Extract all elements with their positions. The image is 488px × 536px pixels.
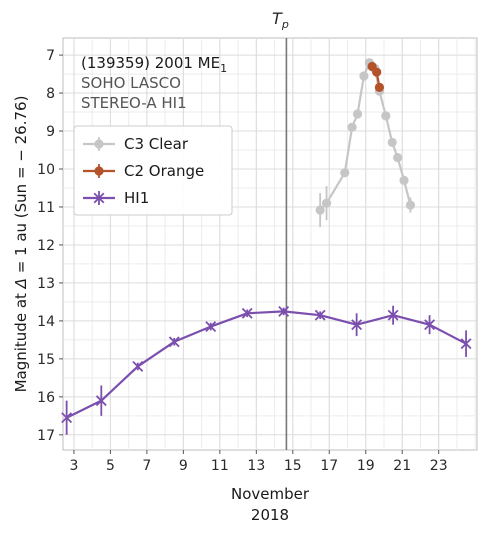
data-point [372, 67, 382, 77]
y-tick-label: 14 [37, 314, 55, 330]
data-point [460, 338, 472, 350]
annotation-object-name: (139359) 2001 ME1 [81, 54, 227, 75]
data-point-stroke [168, 336, 180, 348]
data-point [347, 122, 357, 132]
legend-entry: C3 Clear [83, 135, 189, 153]
y-tick-label: 12 [37, 238, 55, 254]
data-point [359, 71, 369, 81]
y-tick-label: 8 [46, 86, 55, 102]
y-axis-label: Magnitude at Δ = 1 au (Sun = − 26.76) [12, 96, 30, 393]
series-layer [61, 58, 472, 435]
data-point-stroke [424, 319, 436, 331]
data-point [393, 153, 403, 163]
data-point [424, 319, 436, 331]
data-point [132, 361, 144, 372]
data-point [168, 336, 180, 348]
data-point-stroke [205, 321, 217, 333]
y-tick-label: 11 [37, 200, 55, 216]
y-tick-label: 9 [46, 124, 55, 140]
data-point [405, 200, 416, 210]
data-point-stroke [241, 307, 253, 319]
data-point [314, 309, 326, 321]
data-point [321, 198, 332, 208]
legend-entry: C2 Orange [83, 162, 204, 180]
data-point [278, 305, 290, 317]
legend-label: C3 Clear [124, 135, 189, 153]
data-point-stroke [95, 395, 107, 407]
data-point-stroke [278, 305, 290, 317]
data-point [241, 307, 253, 319]
legend-label: HI1 [124, 189, 149, 207]
series-c2-orange [367, 61, 385, 92]
legend-entry: HI1 [83, 189, 149, 207]
grid [63, 38, 477, 450]
perihelion-label: Tp [272, 9, 289, 31]
y-tick-label: 16 [37, 390, 55, 406]
x-tick-label: 13 [247, 458, 265, 474]
data-point [374, 82, 385, 92]
legend-box [73, 125, 233, 216]
legend-label: C2 Orange [124, 162, 204, 180]
x-axis-label: November [231, 485, 310, 503]
data-point-stroke [460, 338, 472, 350]
data-point [340, 168, 350, 178]
perihelion-marker: Tp [272, 9, 289, 450]
data-point [387, 309, 399, 321]
object-annotation: (139359) 2001 ME1 SOHO LASCO STEREO-A HI… [81, 54, 227, 112]
annotation-instrument-2: STEREO-A HI1 [81, 94, 187, 112]
data-point-stroke [351, 319, 363, 331]
y-tick-label: 15 [37, 352, 55, 368]
data-point [381, 111, 391, 121]
data-point [351, 319, 363, 331]
x-tick-label: 7 [142, 458, 151, 474]
data-point-stroke [132, 361, 144, 372]
data-point [352, 109, 363, 119]
data-point [61, 412, 73, 424]
legend-marker [94, 139, 104, 149]
series-line [66, 310, 467, 419]
data-point-stroke [387, 309, 399, 321]
perihelion-label-main: T [272, 9, 283, 28]
data-point-stroke [314, 309, 326, 321]
data-point-stroke [61, 412, 73, 424]
x-tick-label: 19 [357, 458, 375, 474]
axis-ticks: 3 5 7 9 11 13 15 17 19 21 23 7 8 9 10 11 12 13 14 15 16 17 [37, 48, 447, 474]
plot-area [62, 37, 478, 451]
x-tick-label: 21 [393, 458, 411, 474]
x-tick-label: 9 [179, 458, 188, 474]
series-hi1 [61, 305, 472, 435]
x-tick-label: 17 [320, 458, 338, 474]
annotation-instrument-1: SOHO LASCO [81, 74, 181, 92]
legend: C3 Clear C2 Orange HI1 [73, 125, 233, 216]
legend-marker [94, 166, 104, 176]
x-tick-label: 23 [430, 458, 448, 474]
y-tick-label: 17 [37, 428, 55, 444]
y-tick-label: 10 [37, 162, 55, 178]
legend-marker [93, 192, 105, 204]
x-axis-label-year: 2018 [251, 506, 289, 524]
data-point [399, 175, 409, 185]
x-tick-label: 3 [69, 458, 78, 474]
data-point [315, 205, 325, 215]
data-point [205, 321, 217, 333]
data-point [95, 395, 107, 407]
x-tick-label: 15 [284, 458, 302, 474]
perihelion-label-sub: p [281, 18, 289, 31]
x-tick-label: 11 [211, 458, 229, 474]
legend-items: C3 Clear C2 Orange HI1 [83, 135, 204, 207]
y-tick-label: 13 [37, 276, 55, 292]
data-point [387, 137, 397, 148]
x-tick-label: 5 [106, 458, 115, 474]
y-tick-label: 7 [46, 48, 55, 64]
